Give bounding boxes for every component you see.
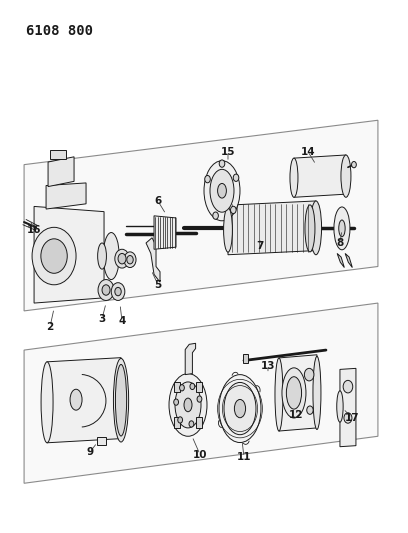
Text: 16: 16	[27, 225, 41, 235]
Ellipse shape	[175, 382, 201, 428]
Polygon shape	[24, 303, 378, 483]
Circle shape	[344, 413, 352, 423]
Circle shape	[233, 174, 239, 181]
Text: 12: 12	[289, 410, 303, 421]
Circle shape	[115, 249, 129, 268]
Ellipse shape	[103, 232, 119, 280]
Polygon shape	[154, 216, 176, 249]
Ellipse shape	[217, 183, 226, 198]
Circle shape	[213, 212, 218, 219]
Text: 6108 800: 6108 800	[26, 23, 93, 38]
Text: 17: 17	[345, 413, 359, 423]
Ellipse shape	[115, 365, 126, 436]
Ellipse shape	[184, 398, 192, 411]
Bar	[174, 382, 180, 392]
Ellipse shape	[41, 362, 53, 443]
Circle shape	[307, 406, 313, 414]
Circle shape	[219, 160, 225, 167]
Text: 15: 15	[221, 147, 235, 157]
Ellipse shape	[224, 383, 256, 435]
Ellipse shape	[282, 368, 306, 418]
Polygon shape	[337, 254, 344, 268]
Bar	[97, 437, 106, 445]
Circle shape	[124, 252, 136, 268]
Ellipse shape	[219, 375, 261, 442]
Text: 2: 2	[47, 321, 54, 332]
Polygon shape	[294, 155, 346, 197]
Text: 7: 7	[256, 240, 264, 251]
Circle shape	[41, 239, 67, 273]
Circle shape	[343, 381, 353, 393]
Text: 9: 9	[86, 447, 93, 457]
Circle shape	[174, 399, 179, 405]
Text: 3: 3	[98, 314, 106, 324]
Text: 4: 4	[118, 317, 126, 326]
Circle shape	[118, 254, 126, 264]
Circle shape	[352, 161, 356, 168]
Ellipse shape	[286, 377, 302, 409]
Polygon shape	[24, 120, 378, 311]
Ellipse shape	[70, 389, 82, 410]
Polygon shape	[34, 206, 104, 303]
Ellipse shape	[290, 158, 298, 197]
Text: 11: 11	[237, 452, 251, 462]
Ellipse shape	[224, 208, 233, 252]
Ellipse shape	[169, 374, 207, 436]
Ellipse shape	[234, 399, 246, 418]
Polygon shape	[46, 183, 86, 209]
Ellipse shape	[310, 201, 322, 255]
Text: 6: 6	[154, 196, 162, 206]
Ellipse shape	[339, 220, 345, 237]
Polygon shape	[47, 358, 121, 443]
Circle shape	[190, 383, 195, 390]
Bar	[195, 382, 202, 392]
Circle shape	[189, 421, 194, 427]
Polygon shape	[340, 368, 356, 447]
Circle shape	[115, 287, 121, 296]
Polygon shape	[146, 238, 160, 282]
Ellipse shape	[305, 205, 315, 252]
Ellipse shape	[337, 391, 343, 422]
Text: 8: 8	[336, 238, 344, 248]
Polygon shape	[345, 254, 353, 268]
Bar	[50, 150, 66, 159]
Bar	[195, 417, 202, 428]
Polygon shape	[48, 157, 74, 187]
Polygon shape	[185, 343, 195, 375]
Ellipse shape	[334, 207, 350, 250]
Ellipse shape	[341, 155, 351, 197]
Circle shape	[102, 285, 110, 295]
Circle shape	[205, 175, 211, 183]
Text: 14: 14	[301, 147, 315, 157]
Text: 5: 5	[154, 280, 162, 290]
Circle shape	[178, 417, 182, 423]
Polygon shape	[228, 201, 316, 255]
Circle shape	[304, 368, 314, 381]
Circle shape	[231, 206, 236, 214]
Polygon shape	[279, 355, 317, 431]
Circle shape	[180, 385, 184, 391]
Ellipse shape	[313, 357, 321, 430]
Circle shape	[197, 396, 202, 402]
Ellipse shape	[98, 243, 106, 269]
Ellipse shape	[113, 358, 129, 442]
Circle shape	[32, 228, 76, 285]
Ellipse shape	[210, 169, 234, 212]
Text: 10: 10	[193, 449, 207, 459]
Ellipse shape	[275, 358, 283, 431]
Text: 13: 13	[261, 361, 275, 371]
Bar	[243, 354, 248, 363]
Bar	[174, 417, 180, 428]
Circle shape	[111, 282, 125, 301]
Ellipse shape	[204, 161, 240, 221]
Circle shape	[98, 279, 114, 301]
Circle shape	[127, 255, 133, 264]
